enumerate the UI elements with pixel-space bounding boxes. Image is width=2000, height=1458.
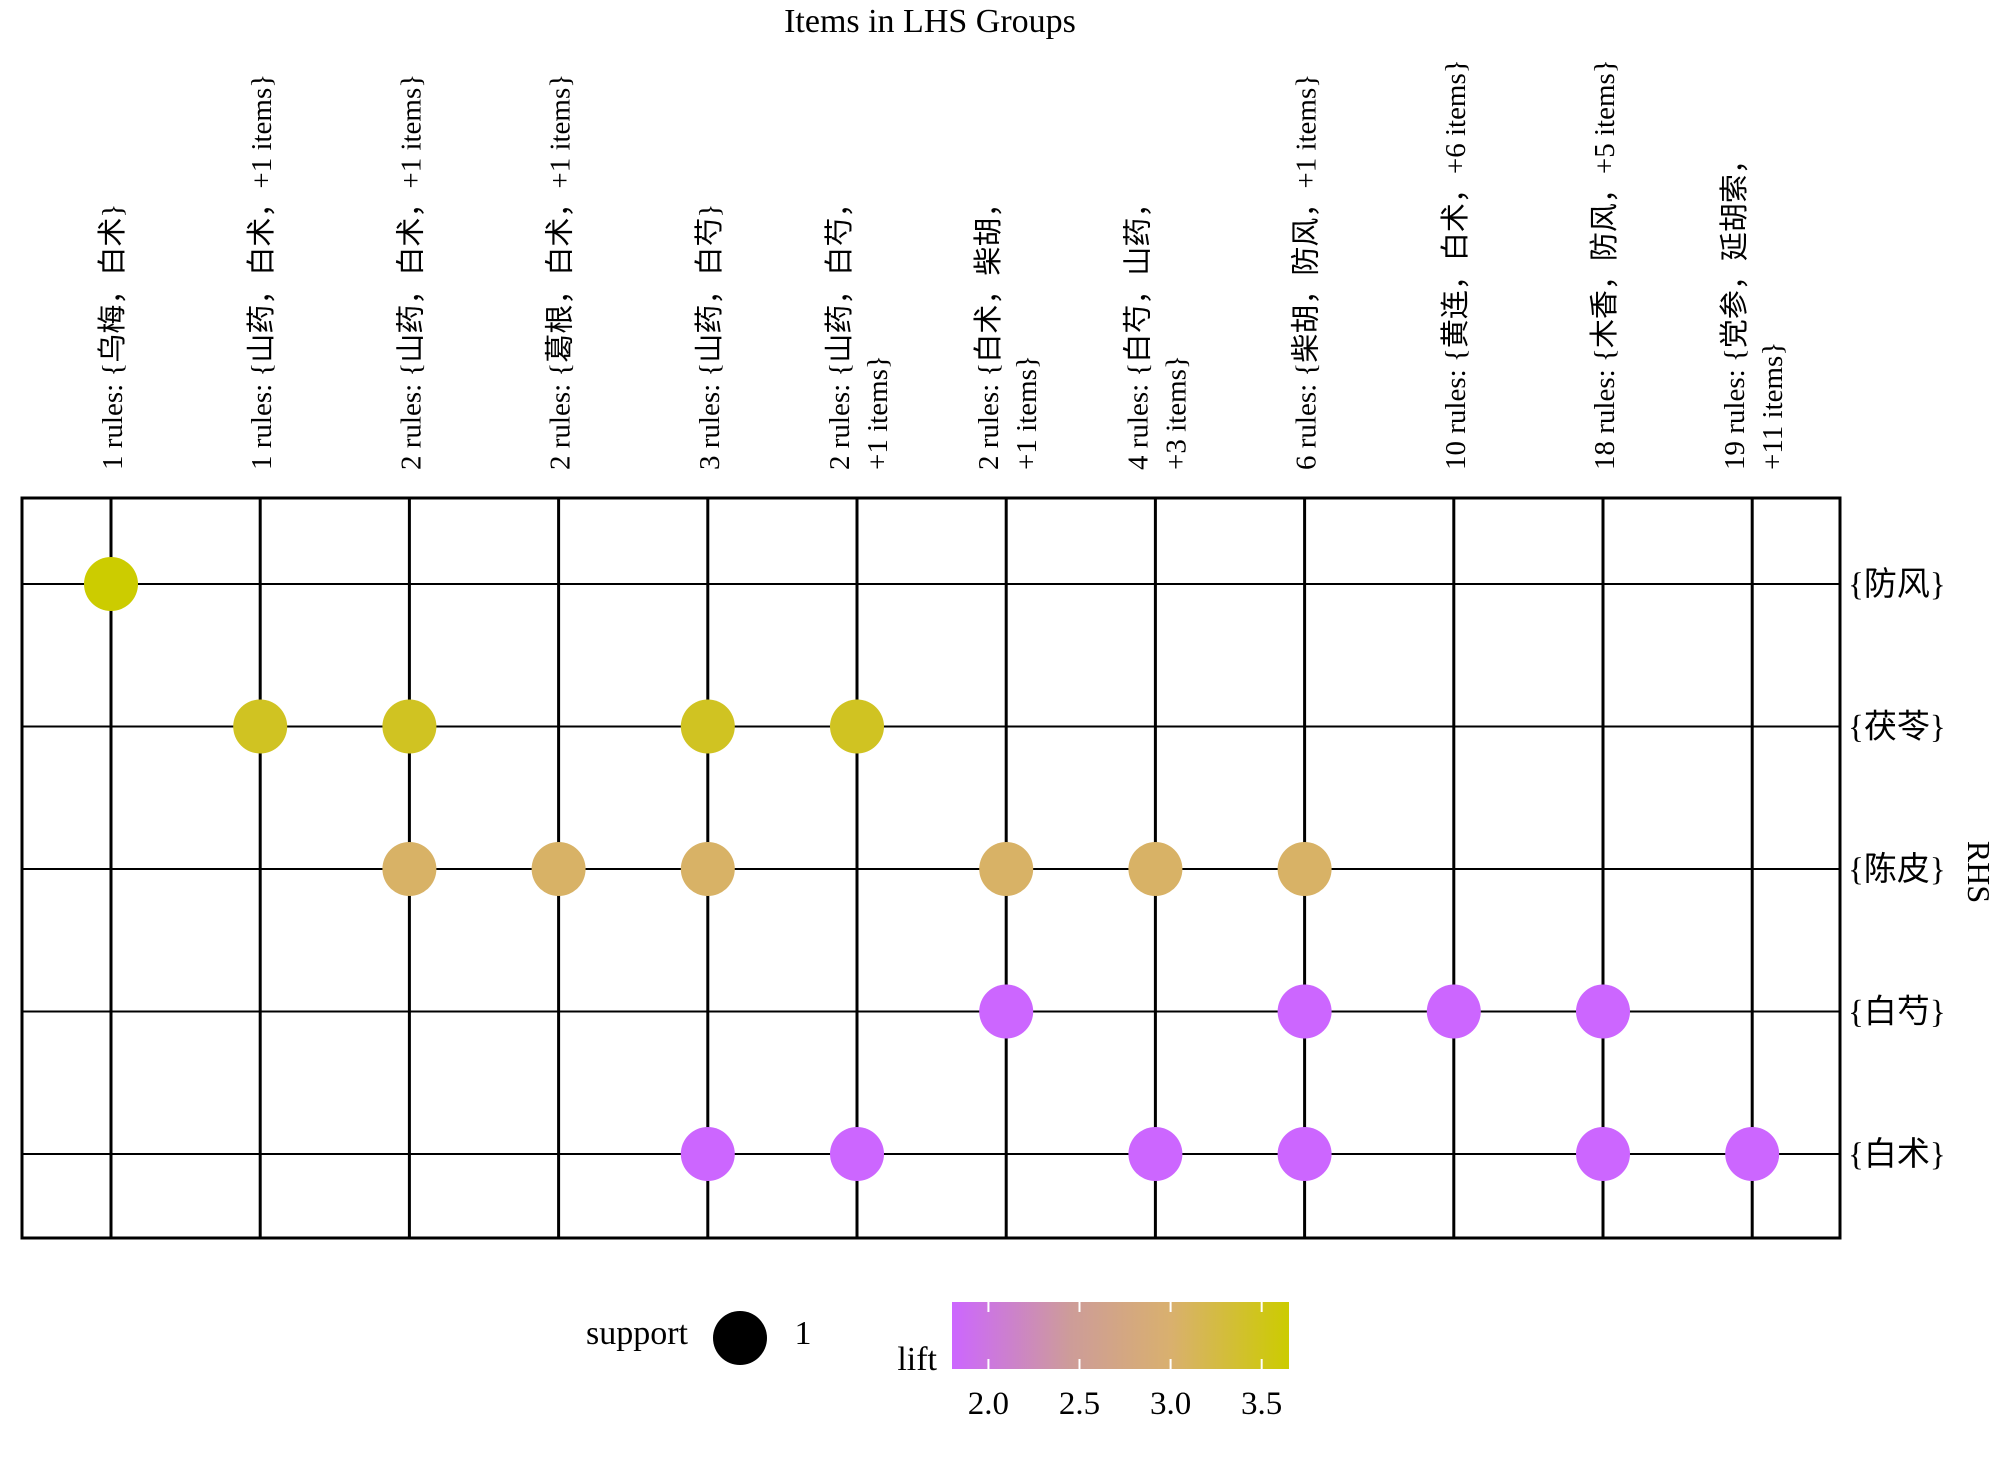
- lift-legend-label: lift: [897, 1341, 937, 1378]
- column-label: 19 rules: {党参，延胡索，: [1718, 145, 1751, 470]
- support-legend-dot: [713, 1311, 767, 1365]
- column-label: 1 rules: {山药，白术，+1 items}: [245, 74, 278, 470]
- rule-point: [830, 699, 884, 754]
- rule-point: [1576, 984, 1630, 1039]
- column-label: 2 rules: {白术，柴胡，: [972, 189, 1005, 470]
- column-label: +11 items}: [1757, 342, 1789, 470]
- column-label: 2 rules: {葛根，白术，+1 items}: [544, 74, 577, 470]
- column-label: 3 rules: {山药，白芍}: [693, 204, 726, 470]
- rule-point: [1426, 984, 1481, 1039]
- row-label: {陈皮}: [1848, 851, 1946, 888]
- row-label: {白术}: [1848, 1136, 1946, 1173]
- legend: support 1 lift 2.0 2.5 3.0 3.5: [586, 1302, 1289, 1422]
- row-label: {白芍}: [1848, 994, 1946, 1031]
- column-label: 1 rules: {乌梅，白术}: [96, 204, 129, 470]
- rule-point: [1128, 842, 1183, 896]
- column-label: 10 rules: {黄连，白术，+6 items}: [1439, 59, 1472, 470]
- column-label: +1 items}: [1011, 355, 1043, 470]
- rhs-axis-label: RHS: [1961, 841, 1997, 903]
- row-label: {茯苓}: [1848, 709, 1946, 746]
- support-legend-value: 1: [795, 1315, 812, 1352]
- rule-point: [1128, 1127, 1183, 1181]
- row-labels: {防风} {茯苓} {陈皮} {白芍} {白术}: [1848, 566, 1946, 1173]
- lift-tick-label: 2.0: [968, 1386, 1009, 1422]
- rule-point: [1576, 1127, 1630, 1181]
- column-label: 2 rules: {山药，白芍，: [823, 189, 856, 470]
- lift-colorbar: [952, 1302, 1289, 1369]
- column-label: +3 items}: [1160, 355, 1192, 470]
- column-label: 2 rules: {山药，白术，+1 items}: [394, 74, 427, 470]
- rule-point: [1277, 1127, 1332, 1181]
- rule-point: [382, 699, 437, 754]
- rule-point: [531, 842, 586, 896]
- column-label: 6 rules: {柴胡，防风，+1 items}: [1290, 74, 1323, 470]
- column-label: 18 rules: {木香，防风，+5 items}: [1588, 59, 1621, 470]
- rule-point: [830, 1127, 884, 1181]
- rule-point: [680, 842, 735, 896]
- matrix-points: [84, 557, 1780, 1181]
- lift-tick-label: 3.0: [1150, 1386, 1191, 1422]
- column-labels: 1 rules: {乌梅，白术} 1 rules: {山药，白术，+1 items…: [96, 59, 1789, 470]
- chart-title: Items in LHS Groups: [784, 3, 1076, 40]
- rule-point: [1725, 1127, 1780, 1181]
- rule-point: [680, 1127, 735, 1181]
- matrix-grid: [20, 496, 1842, 1240]
- rule-point: [84, 557, 138, 611]
- row-label: {防风}: [1848, 566, 1946, 603]
- rule-point: [680, 699, 735, 754]
- column-label: +1 items}: [862, 355, 894, 470]
- rule-point: [1277, 984, 1332, 1039]
- lift-tick-label: 3.5: [1241, 1386, 1282, 1422]
- rule-point: [979, 984, 1034, 1039]
- rule-point: [233, 699, 288, 754]
- rule-point: [1277, 842, 1332, 896]
- lift-colorbar-ticks: 2.0 2.5 3.0 3.5: [968, 1302, 1282, 1422]
- column-label: 4 rules: {白芍，山药，: [1121, 189, 1154, 470]
- support-legend-label: support: [586, 1315, 689, 1352]
- lift-tick-label: 2.5: [1059, 1386, 1100, 1422]
- rule-point: [382, 842, 437, 896]
- rule-point: [979, 842, 1034, 896]
